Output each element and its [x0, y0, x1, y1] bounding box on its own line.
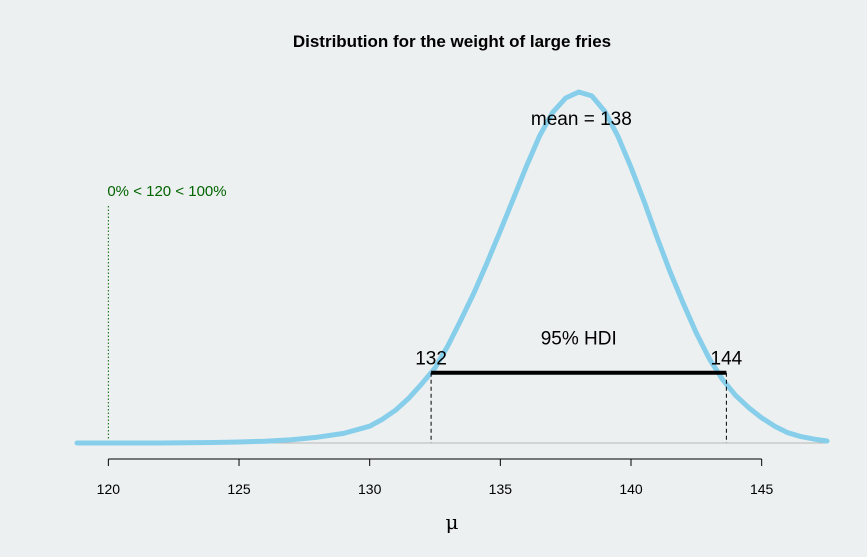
x-axis-title: μ: [446, 510, 459, 534]
hdi-low-label: 132: [415, 349, 447, 370]
hdi-high-label: 144: [711, 349, 743, 370]
mean-label: mean = 138: [531, 109, 632, 130]
x-tick-label: 130: [358, 481, 382, 497]
x-tick-label: 120: [97, 481, 121, 497]
chart-title: Distribution for the weight of large fri…: [293, 32, 611, 51]
x-axis: 120 125 130 135 140 145: [97, 458, 774, 497]
x-tick-label: 125: [227, 481, 251, 497]
x-tick-label: 145: [750, 481, 774, 497]
compare-value-label: 0% < 120 < 100%: [107, 183, 226, 200]
x-tick-label: 135: [489, 481, 513, 497]
hdi-label: 95% HDI: [541, 329, 617, 350]
posterior-density-curve: [74, 89, 830, 446]
x-tick-label: 140: [619, 481, 643, 497]
